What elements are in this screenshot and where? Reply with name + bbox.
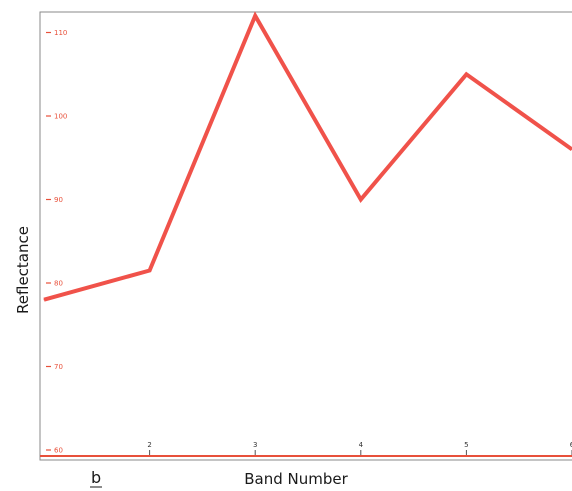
y-tick-label: 90 <box>54 196 63 204</box>
x-tick-label: 4 <box>359 441 364 449</box>
series-line <box>43 11 572 302</box>
data-point <box>149 269 151 271</box>
y-tick-label: 70 <box>54 363 63 371</box>
data-point <box>465 73 467 75</box>
x-tick-label: 2 <box>147 441 151 449</box>
y-tick-label: 110 <box>54 29 67 37</box>
plot-frame <box>39 11 572 461</box>
y-tick-label: 100 <box>54 113 67 121</box>
y-tick-label: 80 <box>54 280 63 288</box>
x-tick-label: 6 <box>570 441 572 449</box>
data-point <box>43 299 45 301</box>
x-tick-label: 5 <box>464 441 468 449</box>
y-axis-title: Reflectance <box>14 226 32 314</box>
x-axis-ticks: 2 3 4 5 6 <box>147 441 572 455</box>
x-tick-label: 3 <box>253 441 257 449</box>
x-axis-title: Band Number <box>244 470 348 488</box>
data-point <box>254 15 256 17</box>
panel-label: b <box>91 468 101 487</box>
data-point <box>360 199 362 200</box>
y-axis-ticks: 60 70 80 90 100 110 <box>46 29 67 455</box>
y-tick-label: 60 <box>54 447 63 455</box>
